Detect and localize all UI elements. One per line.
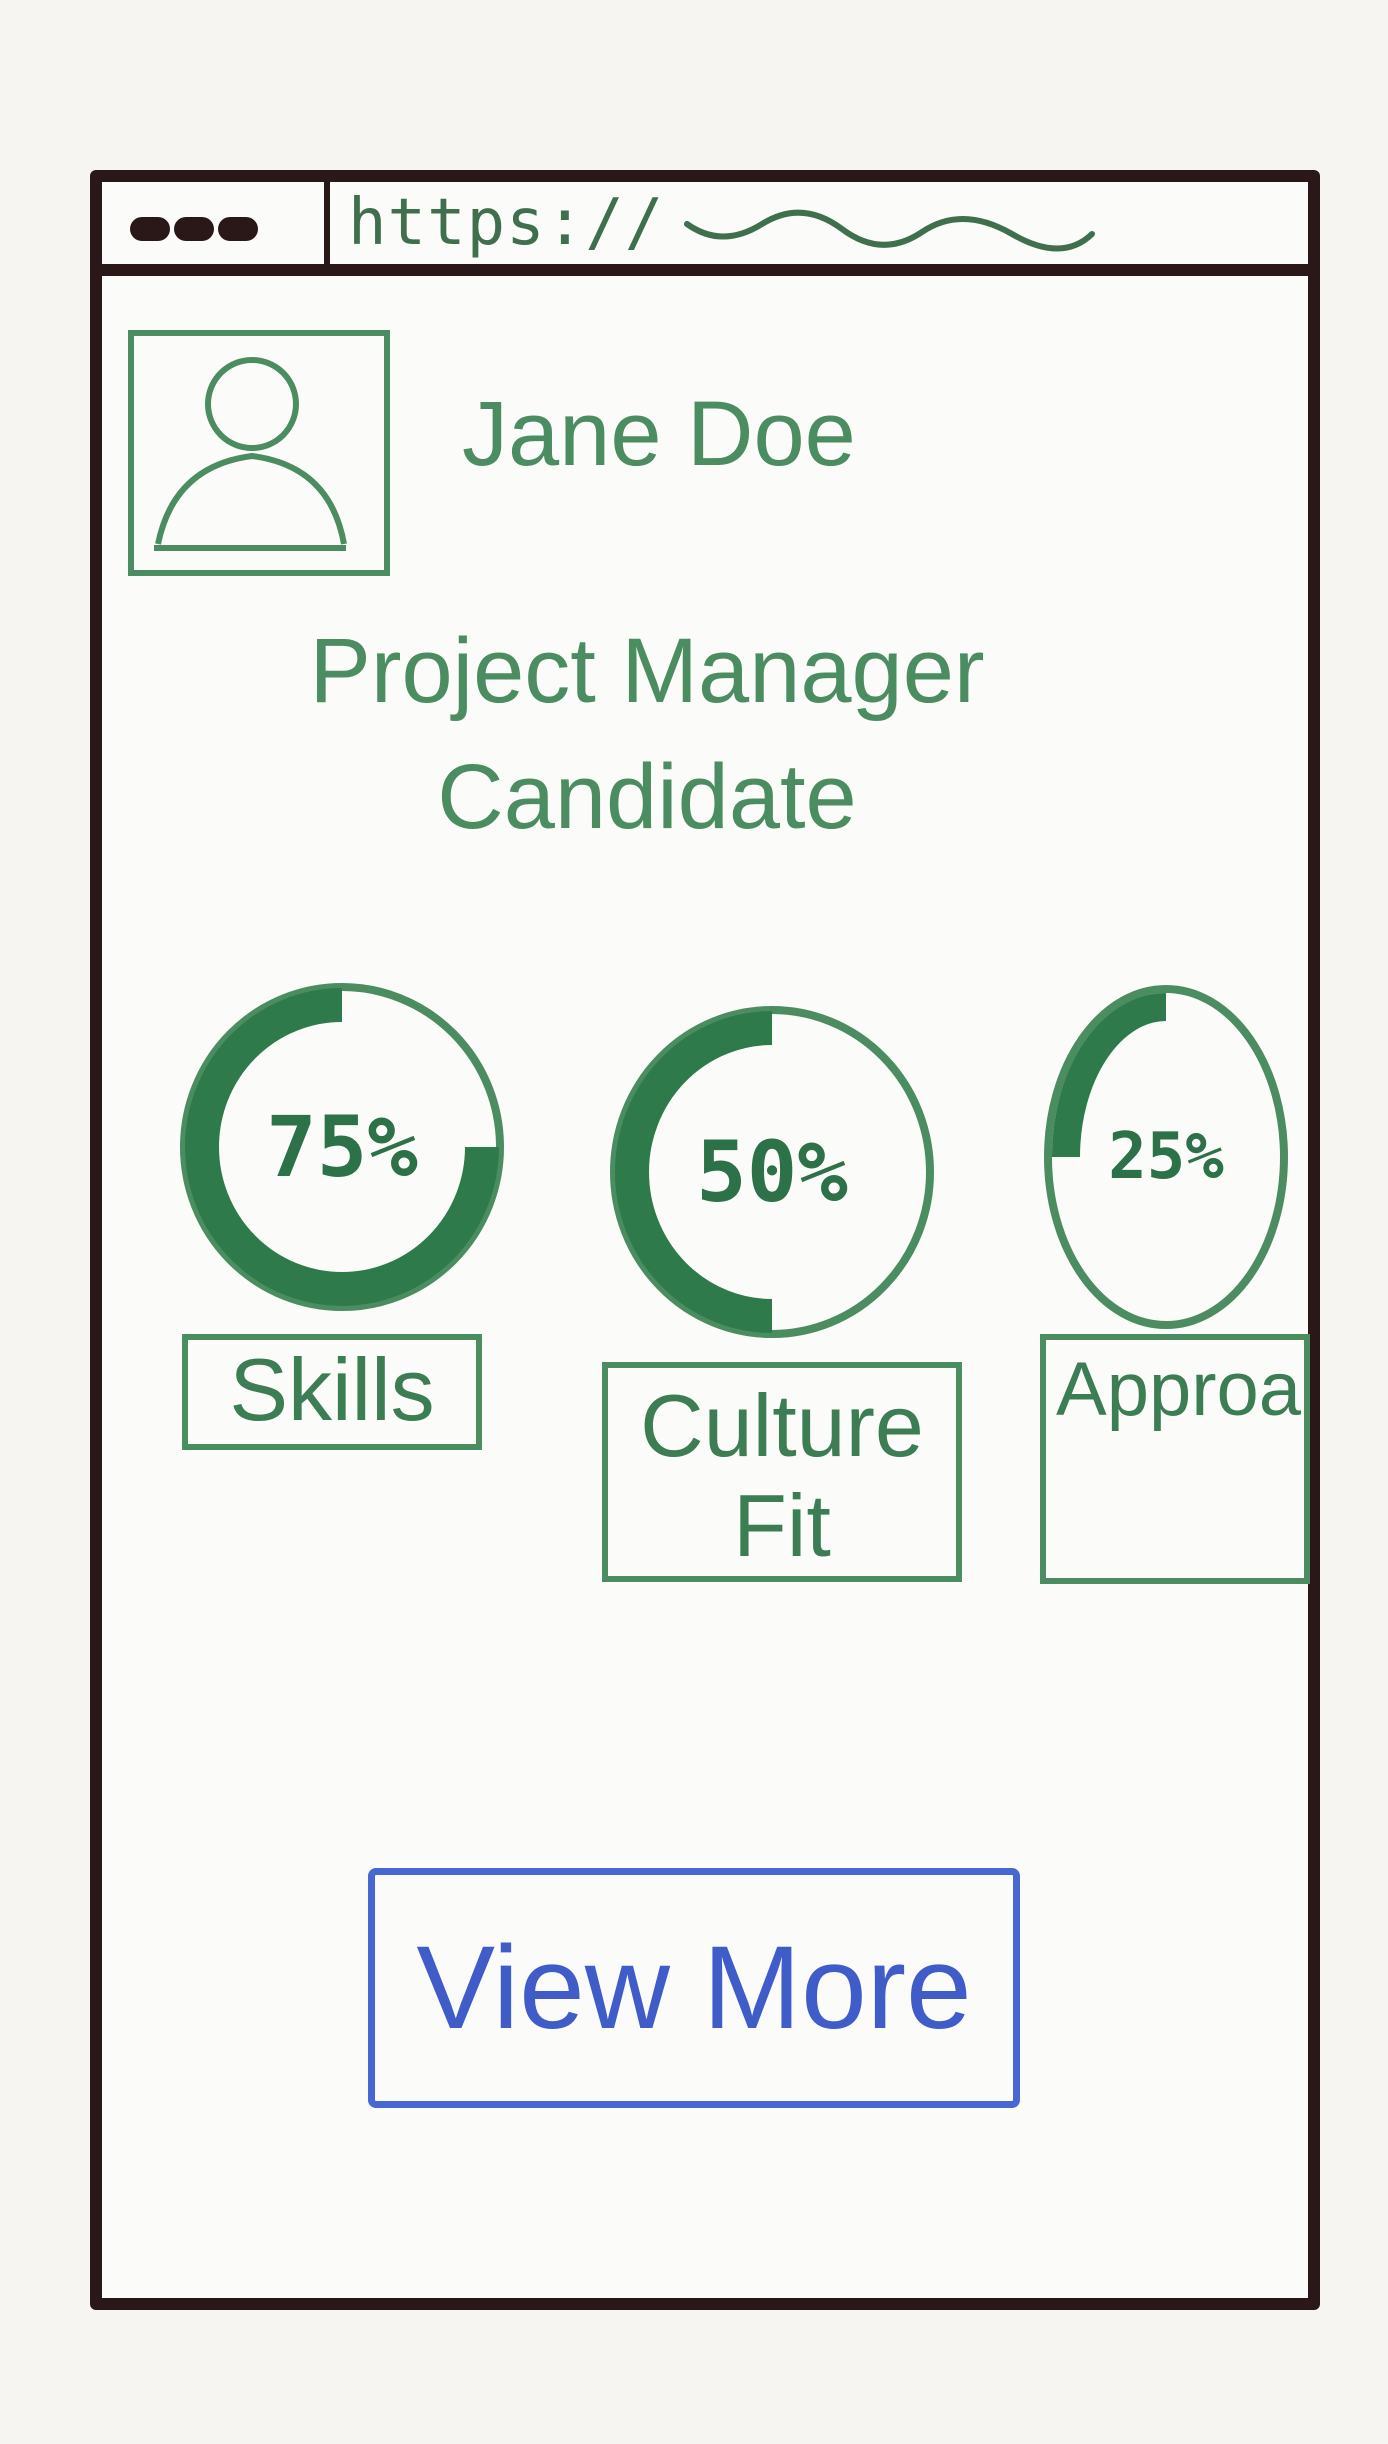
culture-fit-label[interactable]: Culture Fit <box>602 1362 962 1582</box>
metric-culture-fit: 50% Culture Fit <box>602 992 982 1582</box>
skills-label[interactable]: Skills <box>182 1334 482 1450</box>
user-avatar-icon <box>154 357 347 551</box>
culture-fit-progress-ring <box>610 1006 934 1338</box>
candidate-role: Project Manager Candidate <box>309 620 985 848</box>
browser-window: https:// Jane Doe Project Manager Candid… <box>90 170 1320 2310</box>
approach-percent: 25% <box>1108 1120 1224 1194</box>
browser-nav-controls <box>130 212 320 246</box>
back-icon[interactable] <box>130 217 170 241</box>
avatar <box>128 330 390 576</box>
skills-percent: 75% <box>266 1098 418 1196</box>
refresh-icon[interactable] <box>218 217 258 241</box>
forward-icon[interactable] <box>174 217 214 241</box>
address-bar[interactable]: https:// <box>102 182 1308 276</box>
approach-label[interactable]: Approa <box>1040 1334 1310 1584</box>
culture-fit-percent: 50% <box>696 1123 848 1221</box>
candidate-name: Jane Doe <box>462 383 856 485</box>
url-scribble-icon <box>684 209 1095 252</box>
view-more-button[interactable]: View More <box>368 1868 1020 2108</box>
address-divider <box>324 182 330 264</box>
url-text[interactable]: https:// <box>348 186 665 260</box>
skills-progress-ring <box>180 983 504 1311</box>
metric-skills: 75% Skills <box>172 972 542 1450</box>
metric-approach: 25% Approa <box>1036 972 1326 1584</box>
approach-progress-ring <box>1044 985 1288 1329</box>
